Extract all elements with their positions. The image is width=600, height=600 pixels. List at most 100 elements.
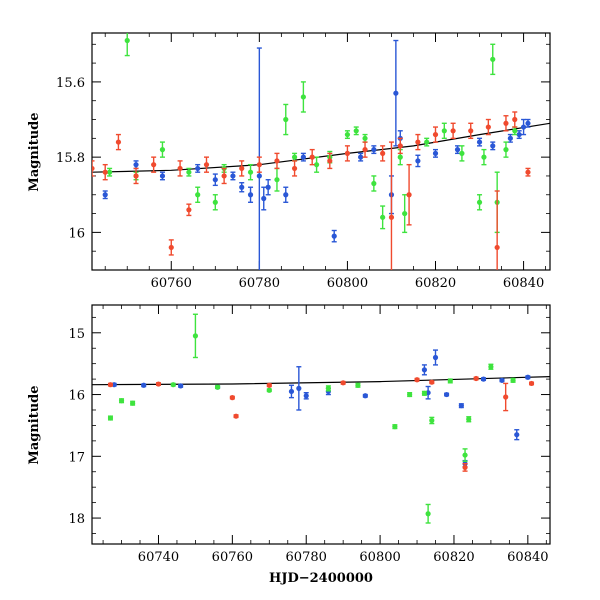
data-point xyxy=(344,130,351,140)
data-point xyxy=(192,313,199,359)
data-point xyxy=(454,145,461,155)
data-point xyxy=(261,186,267,211)
data-point xyxy=(371,175,377,192)
data-point xyxy=(450,122,456,140)
y-tick-label: 17 xyxy=(68,450,85,465)
data-point xyxy=(490,43,496,76)
data-point xyxy=(92,160,95,177)
data-point xyxy=(303,391,309,400)
data-point xyxy=(195,163,201,173)
data-point xyxy=(528,380,535,387)
data-point xyxy=(212,194,218,211)
data-point xyxy=(494,190,500,270)
top-plot-frame xyxy=(91,32,551,271)
x-axis-label: HJD−2400000 xyxy=(269,571,373,586)
data-point xyxy=(406,163,412,226)
data-point xyxy=(229,395,235,401)
data-point xyxy=(458,403,464,409)
data-point xyxy=(159,141,166,158)
x-tick-label: 60740 xyxy=(138,550,179,565)
data-point xyxy=(476,137,483,147)
data-point xyxy=(503,115,509,132)
data-point xyxy=(525,167,531,177)
y-tick-label: 16 xyxy=(68,226,85,241)
data-point xyxy=(296,366,302,411)
data-point xyxy=(283,186,289,203)
data-point xyxy=(230,171,236,181)
data-point xyxy=(392,424,398,430)
data-point xyxy=(313,156,320,173)
data-point xyxy=(468,122,474,140)
x-tick-label: 60780 xyxy=(239,276,280,291)
x-tick-label: 60760 xyxy=(212,550,253,565)
top-y-axis-label: Magnitude xyxy=(27,112,42,191)
bottom-panel: 60740 60760 60780 60800 60820 60840 15 16 17 18 M… xyxy=(27,304,551,586)
data-point xyxy=(512,111,518,128)
data-point xyxy=(488,363,494,370)
data-point xyxy=(291,160,298,177)
data-point xyxy=(481,148,487,166)
bottom-ticks: 60740 60760 60780 60800 60820 60840 15 16 17 18 xyxy=(68,305,550,565)
data-point xyxy=(503,141,509,158)
data-point xyxy=(107,167,113,177)
data-point xyxy=(133,167,139,185)
data-point xyxy=(327,152,333,170)
data-point xyxy=(480,376,487,382)
data-point xyxy=(239,182,245,193)
data-point xyxy=(432,126,439,143)
x-tick-label: 60840 xyxy=(503,276,544,291)
data-point xyxy=(300,81,306,113)
data-point xyxy=(380,205,386,230)
data-point xyxy=(256,47,262,270)
data-point xyxy=(102,163,108,181)
data-point xyxy=(429,416,435,425)
data-point xyxy=(115,133,122,151)
data-point xyxy=(397,137,403,155)
data-point xyxy=(178,383,184,389)
data-point xyxy=(447,378,453,384)
data-point xyxy=(300,152,306,162)
data-point xyxy=(476,194,483,211)
data-point xyxy=(214,384,221,390)
data-point xyxy=(421,390,428,396)
data-point xyxy=(490,141,496,151)
data-point xyxy=(233,413,239,419)
data-point xyxy=(441,122,447,140)
data-point xyxy=(133,160,139,170)
data-point xyxy=(421,364,428,376)
data-point xyxy=(159,171,166,181)
data-point xyxy=(325,385,331,392)
data-point xyxy=(466,416,472,423)
top-ticks: 60760 60780 60800 60820 60840 15.6 15.8 16 xyxy=(56,33,550,291)
data-point xyxy=(380,145,386,162)
data-point xyxy=(344,145,351,162)
x-tick-label: 60800 xyxy=(359,550,400,565)
data-point xyxy=(340,380,346,386)
top-data-points xyxy=(92,33,550,270)
data-point xyxy=(309,148,315,166)
data-point xyxy=(331,229,337,243)
data-point xyxy=(425,503,431,524)
data-point xyxy=(525,374,531,380)
x-tick-label: 60820 xyxy=(433,550,474,565)
y-tick-label: 15 xyxy=(68,327,85,342)
data-point xyxy=(170,382,176,388)
data-point xyxy=(195,186,201,203)
data-point xyxy=(274,167,280,192)
data-point xyxy=(358,152,364,162)
data-point xyxy=(107,382,114,388)
data-point xyxy=(443,391,450,398)
data-point xyxy=(414,377,420,383)
data-point xyxy=(424,137,430,147)
data-point xyxy=(151,156,157,173)
data-point xyxy=(221,167,227,185)
data-point xyxy=(507,133,513,143)
data-point xyxy=(102,190,108,200)
data-point xyxy=(266,387,272,393)
bottom-y-axis-label: Magnitude xyxy=(27,385,42,464)
data-point xyxy=(514,429,520,441)
data-point xyxy=(124,33,130,57)
top-panel: 60760 60780 60800 60820 60840 15.6 15.8 16 Magn… xyxy=(27,32,551,291)
data-point xyxy=(203,156,210,173)
